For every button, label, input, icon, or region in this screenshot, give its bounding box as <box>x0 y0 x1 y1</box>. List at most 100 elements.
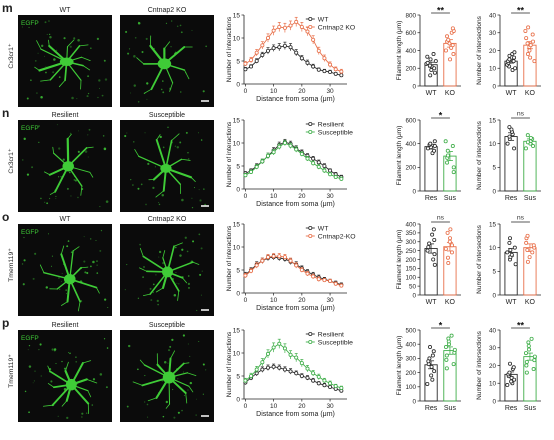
sholl-x-tick-label: 20 <box>298 193 306 200</box>
channel-label: EGFP <box>21 125 39 132</box>
micrograph-speckle <box>61 361 62 362</box>
bar-y-tick-label: 0 <box>412 398 416 405</box>
bar-data-point <box>444 140 447 143</box>
micrograph-speckle <box>99 250 101 252</box>
micrograph-speckle <box>192 207 193 208</box>
sholl-point <box>306 30 309 33</box>
bar-data-point <box>528 256 531 259</box>
sholl-point <box>300 57 303 60</box>
sholl-point <box>272 47 275 50</box>
bar-y-axis-title: Filament length (μm) <box>396 21 403 81</box>
micrograph-speckle <box>189 356 190 357</box>
micrograph-speckle <box>144 402 145 403</box>
micrograph-speckle <box>92 261 95 264</box>
sholl-point <box>295 356 298 359</box>
significance-label: ns <box>517 111 525 118</box>
micrograph-speckle <box>168 349 170 351</box>
bar-data-point <box>526 260 529 263</box>
bar-data-point <box>432 350 435 353</box>
micrograph-speckle <box>159 204 161 206</box>
bar-y-tick-label: 50 <box>409 283 417 290</box>
sholl-point <box>300 152 303 155</box>
bar-x-tick-label: Res <box>505 405 518 412</box>
sholl-x-axis-title: Distance from soma (μm) <box>256 411 335 418</box>
sholl-legend-marker <box>309 332 312 335</box>
micrograph-speckle <box>173 417 175 419</box>
bar-data-point <box>529 44 532 47</box>
micrograph-speckle <box>87 95 89 97</box>
bar-y-tick-label: 200 <box>405 165 416 172</box>
bar-y-tick-label: 40 <box>489 327 497 334</box>
bar-data-point <box>452 362 455 365</box>
sholl-point <box>278 25 281 28</box>
sholl-legend-label: Susceptible <box>318 339 353 346</box>
micrograph-speckle <box>146 82 148 84</box>
micrograph-speckle <box>28 411 30 413</box>
sholl-point <box>261 361 264 364</box>
sholl-point <box>295 51 298 54</box>
sholl-legend-marker <box>309 25 312 28</box>
sholl-point <box>300 268 303 271</box>
bar-data-point <box>428 242 431 245</box>
micrograph-speckle <box>191 30 192 31</box>
significance-label: * <box>439 111 443 121</box>
sholl-point <box>261 368 264 371</box>
micrograph-speckle <box>192 240 194 242</box>
micrograph-label-left: Resilient <box>52 112 79 119</box>
bar-x-tick-label: Sus <box>524 405 537 412</box>
bar-y-axis-title: Filament length (μm) <box>396 336 403 396</box>
sholl-legend-label: WT <box>318 16 329 23</box>
micrograph-speckle <box>162 80 163 81</box>
sholl-x-axis-title: Distance from soma (μm) <box>256 305 335 312</box>
micrograph-speckle <box>101 230 102 231</box>
micrograph-speckle <box>73 37 75 39</box>
bar-y-tick-label: 5 <box>492 165 496 172</box>
sholl-point <box>266 49 269 52</box>
sholl-point <box>244 174 247 177</box>
sholl-x-axis-title: Distance from soma (μm) <box>256 96 335 103</box>
micrograph-speckle <box>84 236 85 237</box>
bar-data-point <box>526 234 529 237</box>
bar-data-point <box>444 49 447 52</box>
sholl-legend-marker <box>309 226 312 229</box>
micrograph-speckle <box>44 202 45 203</box>
micrograph-speckle <box>70 46 72 48</box>
bar-data-point <box>512 60 515 63</box>
sholl-point <box>249 374 252 377</box>
bar-rect <box>524 248 536 295</box>
bar-data-point <box>524 351 527 354</box>
sholl-point <box>249 170 252 173</box>
bar-data-point <box>533 355 536 358</box>
bar-data-point <box>446 231 449 234</box>
micrograph-speckle <box>90 266 92 268</box>
micrograph-speckle <box>144 132 145 133</box>
bar-y-tick-label: 500 <box>405 327 416 334</box>
micrograph-speckle <box>166 401 168 403</box>
sholl-point <box>317 49 320 52</box>
micrograph-speckle <box>63 37 65 39</box>
micrograph-speckle <box>49 34 50 35</box>
micrograph-speckle <box>132 184 134 186</box>
sholl-x-tick-label: 20 <box>298 403 306 410</box>
micrograph-speckle <box>87 75 89 77</box>
micrograph-speckle <box>155 274 156 275</box>
micrograph-speckle <box>50 380 52 382</box>
bar-data-point <box>533 60 536 63</box>
bar-data-point <box>445 35 448 38</box>
bar-data-point <box>430 365 433 368</box>
micrograph-soma <box>64 274 76 284</box>
micrograph-speckle <box>175 272 176 273</box>
sholl-y-tick-label: 15 <box>233 12 241 19</box>
bar-y-tick-label: 200 <box>405 370 416 377</box>
micrograph-speckle <box>63 159 65 161</box>
micrograph-speckle <box>177 146 179 148</box>
micrograph-speckle <box>71 195 72 196</box>
micrograph-speckle <box>191 198 192 199</box>
bar-data-point <box>429 142 432 145</box>
bar-data-point <box>429 74 432 77</box>
micrograph-speckle <box>187 251 189 253</box>
bar-data-point <box>508 371 511 374</box>
significance-label: ns <box>517 215 525 222</box>
micrograph-speckle <box>33 278 35 280</box>
